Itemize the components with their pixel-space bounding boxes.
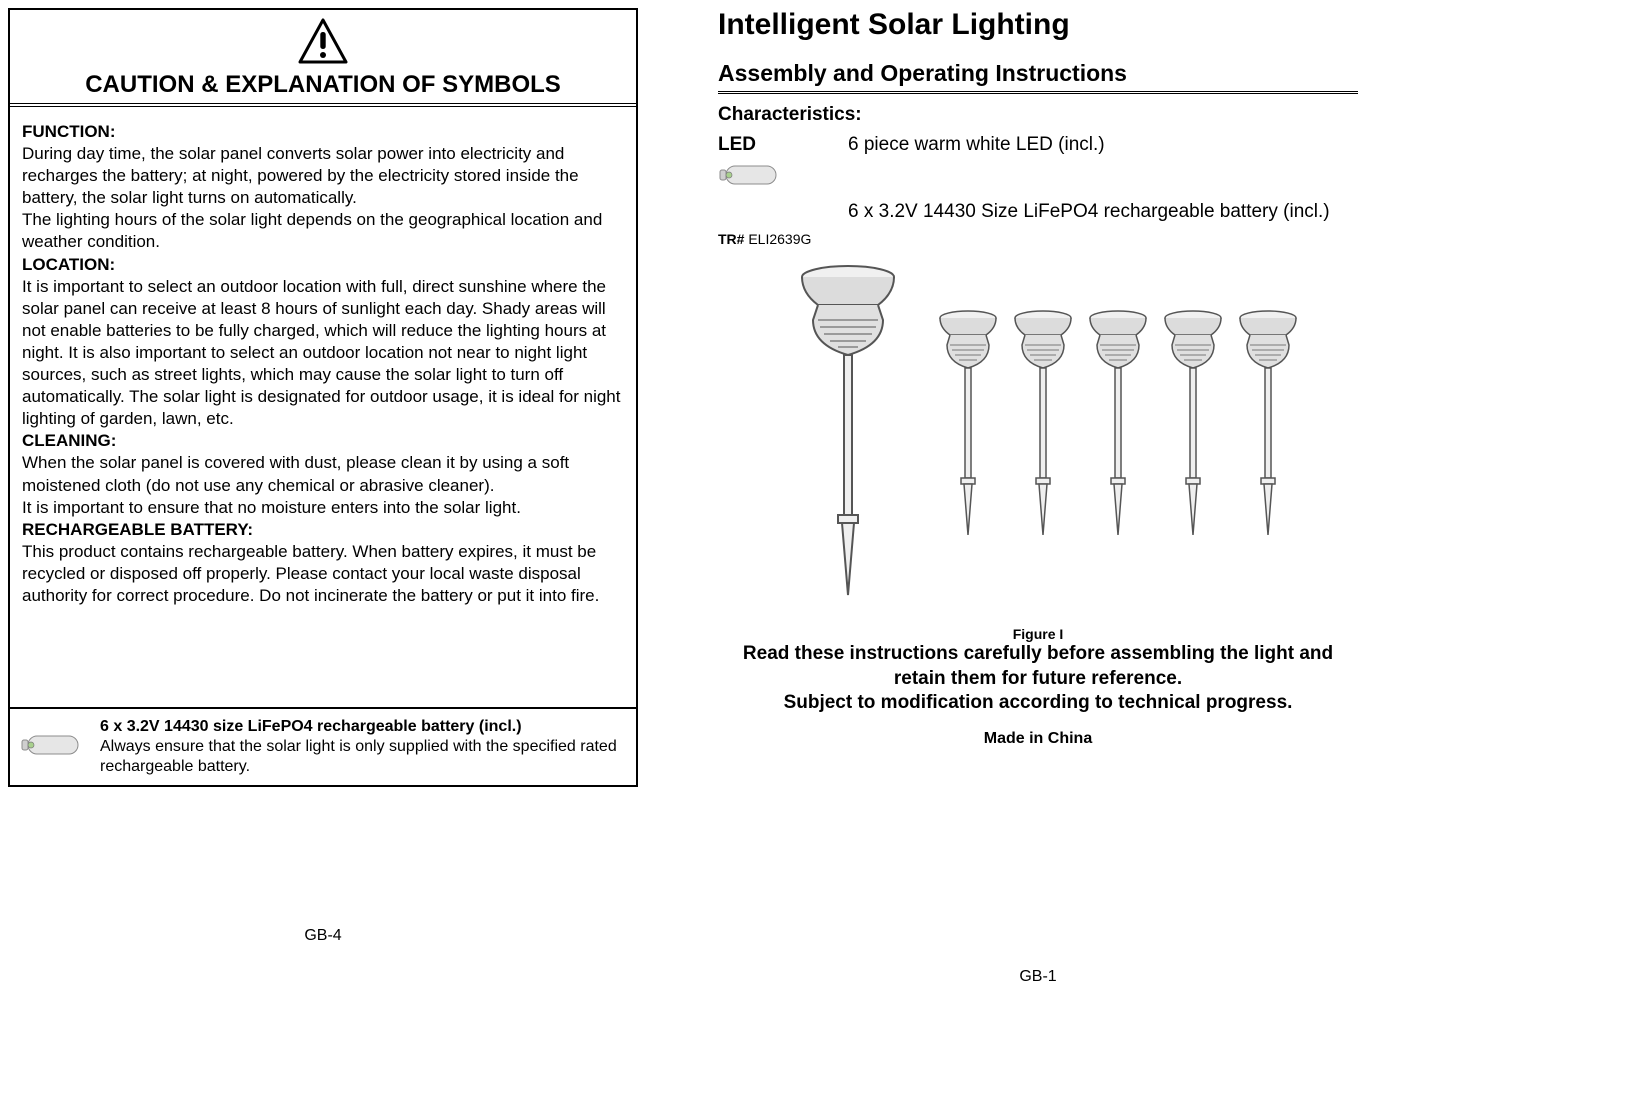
recharge-label: RECHARGEABLE BATTERY:	[22, 520, 253, 539]
caution-title: CAUTION & EXPLANATION OF SYMBOLS	[10, 71, 636, 99]
tr-line: TR# ELI2639G	[718, 231, 1358, 247]
led-row: LED 6 piece warm white LED (incl.)	[718, 134, 1358, 156]
left-page: CAUTION & EXPLANATION OF SYMBOLS FUNCTIO…	[8, 8, 638, 986]
battery-icon	[20, 732, 84, 763]
tr-value: ELI2639G	[744, 231, 811, 247]
recharge-text: This product contains rechargeable batte…	[22, 541, 624, 607]
location-text: It is important to select an outdoor loc…	[22, 276, 624, 431]
function-text: During day time, the solar panel convert…	[22, 143, 624, 253]
led-value: 6 piece warm white LED (incl.)	[848, 134, 1105, 156]
cleaning-label: CLEANING:	[22, 431, 116, 450]
figure-label: Figure I	[718, 626, 1358, 642]
right-subtitle: Assembly and Operating Instructions	[718, 60, 1358, 94]
caution-body: FUNCTION: During day time, the solar pan…	[10, 107, 636, 707]
caution-box: CAUTION & EXPLANATION OF SYMBOLS FUNCTIO…	[8, 8, 638, 709]
location-label: LOCATION:	[22, 255, 115, 274]
led-label: LED	[718, 134, 848, 156]
page-number-right: GB-1	[718, 968, 1358, 986]
function-label: FUNCTION:	[22, 122, 115, 141]
battery-icon-small	[718, 162, 1358, 193]
caution-header: CAUTION & EXPLANATION OF SYMBOLS	[10, 10, 636, 107]
page-number-left: GB-4	[8, 927, 638, 945]
right-title: Intelligent Solar Lighting	[718, 8, 1358, 42]
right-page: Intelligent Solar Lighting Assembly and …	[718, 8, 1358, 986]
battery-value: 6 x 3.2V 14430 Size LiFePO4 rechargeable…	[848, 201, 1358, 223]
characteristics-label: Characteristics:	[718, 104, 1358, 126]
made-in: Made in China	[718, 730, 1358, 748]
battery-footer-note: Always ensure that the solar light is on…	[100, 738, 617, 775]
tr-label: TR#	[718, 231, 744, 247]
warning-icon	[298, 51, 348, 68]
battery-footer-title: 6 x 3.2V 14430 size LiFePO4 rechargeable…	[100, 718, 522, 735]
instructions-text: Read these instructions carefully before…	[718, 642, 1358, 716]
product-figure	[758, 255, 1358, 620]
battery-footer-box: 6 x 3.2V 14430 size LiFePO4 rechargeable…	[8, 709, 638, 787]
cleaning-text: When the solar panel is covered with dus…	[22, 452, 624, 518]
battery-footer-text: 6 x 3.2V 14430 size LiFePO4 rechargeable…	[100, 717, 626, 777]
